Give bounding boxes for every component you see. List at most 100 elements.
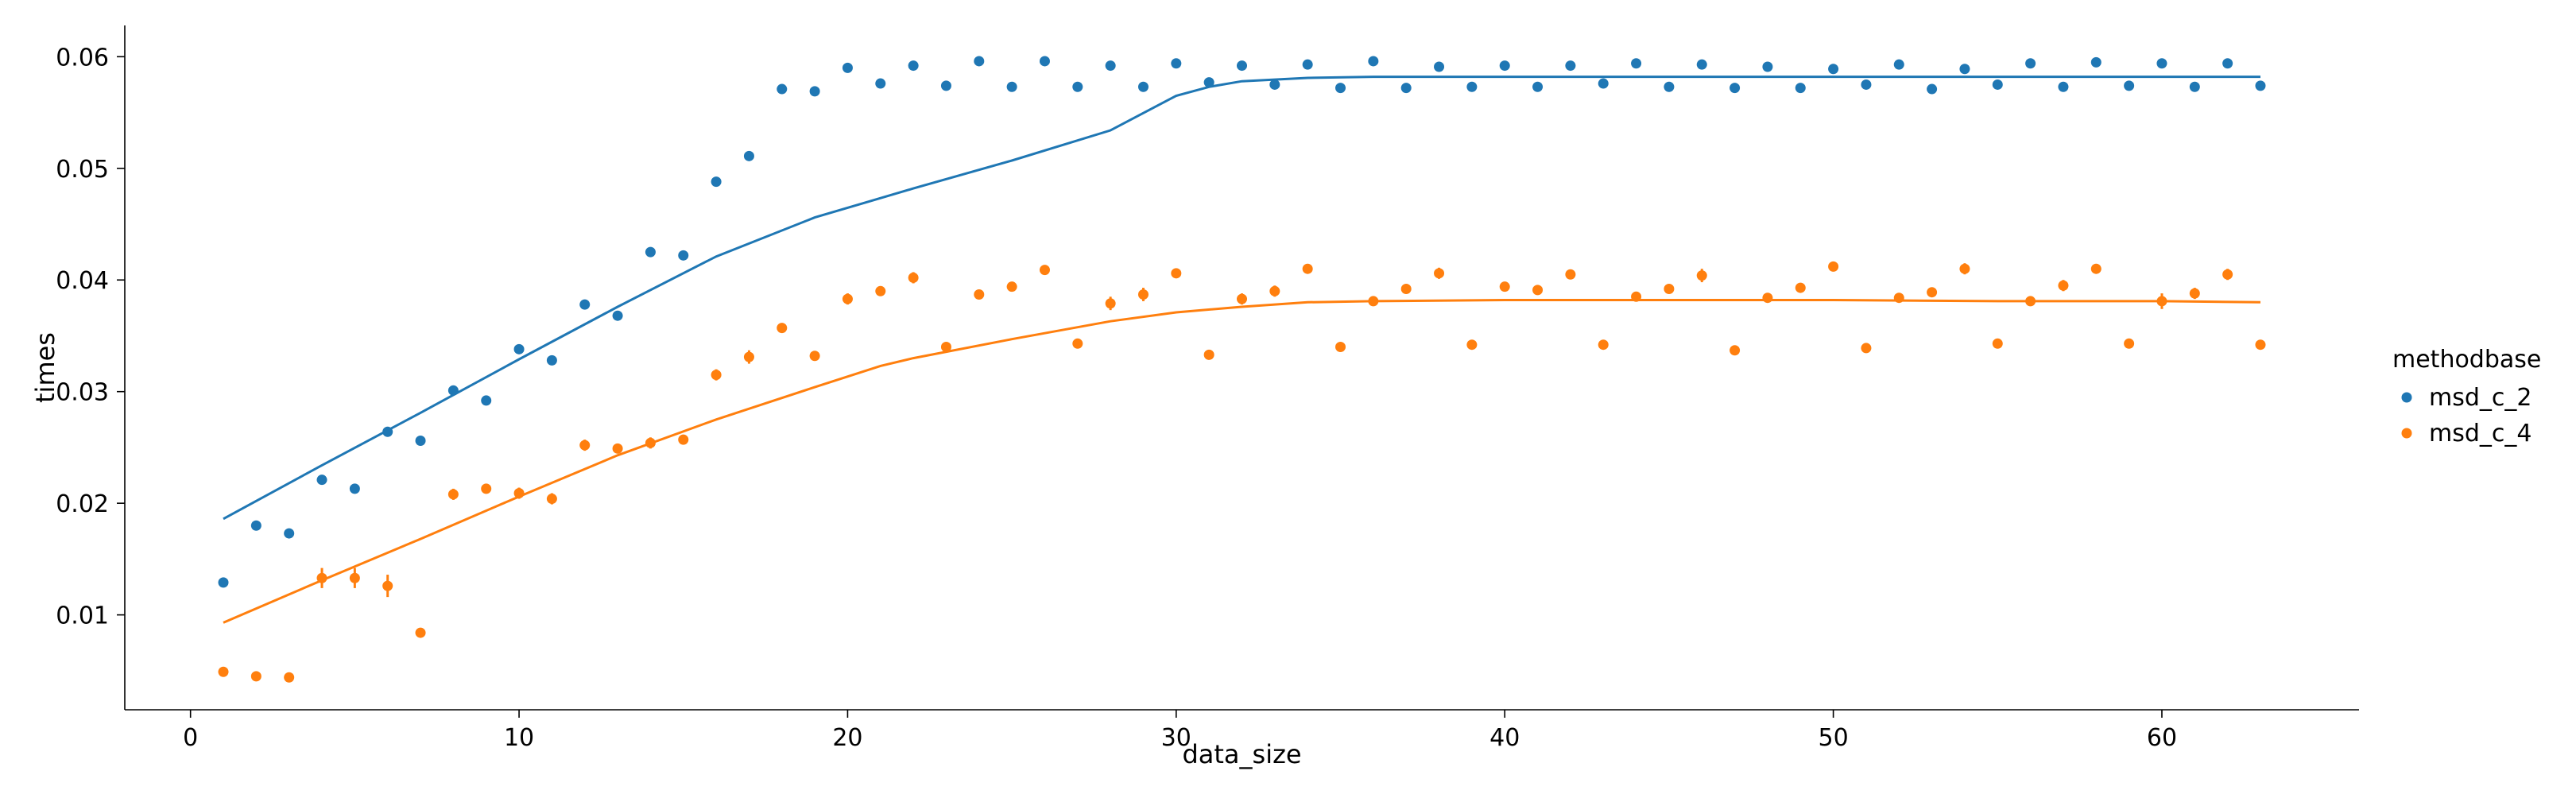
y-axis-label: times xyxy=(30,332,60,403)
data-point xyxy=(1171,58,1182,69)
data-point xyxy=(2222,269,2233,280)
data-point xyxy=(349,572,360,583)
data-point xyxy=(1072,338,1083,349)
axes: 0 10 20 30 40 50 60 0.01 0.02 0.03 0.04 0.05 0.06 xyxy=(56,25,2359,752)
data-point xyxy=(579,440,591,451)
data-point xyxy=(415,435,426,446)
x-tick-label: 20 xyxy=(832,724,862,752)
data-point xyxy=(1137,289,1149,300)
data-point xyxy=(711,370,722,381)
data-points xyxy=(218,56,2266,683)
data-point xyxy=(1992,79,2003,90)
data-point xyxy=(875,285,886,296)
series-msd_c_4 xyxy=(218,261,2266,683)
data-point xyxy=(382,580,393,591)
data-point xyxy=(1696,270,1707,281)
data-point xyxy=(1959,263,1970,274)
y-tick-label: 0.02 xyxy=(56,490,109,518)
data-point xyxy=(2025,296,2036,307)
data-point xyxy=(2124,338,2135,349)
data-point xyxy=(1565,269,1576,280)
data-point xyxy=(2090,263,2101,274)
data-point xyxy=(1335,342,1346,353)
data-point xyxy=(1237,60,1247,72)
data-point xyxy=(316,572,327,583)
y-tick-label: 0.05 xyxy=(56,156,109,184)
data-point xyxy=(2090,56,2101,68)
data-point xyxy=(1171,268,1182,279)
data-point xyxy=(1203,77,1214,88)
data-point xyxy=(1499,281,1510,292)
data-point xyxy=(513,488,525,499)
x-tick-label: 50 xyxy=(1818,724,1848,752)
data-point xyxy=(481,483,492,494)
data-point xyxy=(1631,58,1642,69)
x-tick-label: 40 xyxy=(1489,724,1520,752)
data-point xyxy=(974,56,985,67)
data-point xyxy=(1237,293,1247,304)
data-point xyxy=(612,310,623,321)
data-point xyxy=(1335,83,1346,94)
data-point xyxy=(711,176,722,188)
fit-line-msd_c_4 xyxy=(223,299,2261,624)
legend-label-msd_c_4: msd_c_4 xyxy=(2429,420,2531,447)
data-point xyxy=(1762,292,1773,304)
legend-marker-msd_c_4 xyxy=(2401,428,2412,439)
data-point xyxy=(1828,64,1839,75)
data-point xyxy=(1795,282,1806,293)
data-point xyxy=(743,150,754,161)
data-point xyxy=(2189,81,2200,92)
data-point xyxy=(875,78,886,89)
data-point xyxy=(579,299,591,310)
data-point xyxy=(612,443,623,454)
data-point xyxy=(250,520,261,531)
data-point xyxy=(2222,58,2233,69)
data-point xyxy=(777,83,788,95)
data-point xyxy=(1203,349,1214,360)
data-point xyxy=(513,343,525,354)
data-point xyxy=(1861,79,1872,90)
data-point xyxy=(250,671,261,682)
data-point xyxy=(777,323,788,334)
data-point xyxy=(2058,280,2069,291)
data-point xyxy=(940,80,951,91)
data-point xyxy=(316,475,327,486)
data-point xyxy=(1532,285,1544,296)
data-point xyxy=(678,250,689,261)
data-point xyxy=(2156,58,2167,69)
data-point xyxy=(678,434,689,445)
data-point xyxy=(284,528,295,539)
data-point xyxy=(1434,268,1445,279)
data-point xyxy=(1006,81,1017,92)
data-point xyxy=(1269,285,1280,296)
data-point xyxy=(284,672,295,683)
data-point xyxy=(842,293,853,304)
data-point xyxy=(2058,81,2069,92)
data-point xyxy=(2255,80,2266,91)
data-point xyxy=(218,666,229,677)
data-point xyxy=(1664,283,1675,294)
y-tick-label: 0.03 xyxy=(56,379,109,407)
data-point xyxy=(645,246,656,258)
data-point xyxy=(1039,265,1050,276)
data-point xyxy=(1105,298,1116,309)
data-point xyxy=(1400,283,1412,294)
data-point xyxy=(1137,81,1149,92)
data-point xyxy=(1959,64,1970,75)
x-tick-label: 30 xyxy=(1161,724,1191,752)
data-point xyxy=(1532,81,1544,92)
data-point xyxy=(2255,339,2266,351)
data-point xyxy=(1368,56,1379,67)
data-point xyxy=(1269,79,1280,90)
data-point xyxy=(908,272,919,283)
legend-title: methodbase xyxy=(2392,346,2541,374)
data-point xyxy=(1861,343,1872,354)
y-tick-label: 0.01 xyxy=(56,602,109,630)
legend-label-msd_c_2: msd_c_2 xyxy=(2429,384,2531,412)
data-point xyxy=(842,62,853,73)
data-point xyxy=(1072,81,1083,92)
data-point xyxy=(1730,345,1741,356)
data-point xyxy=(447,385,459,396)
data-point xyxy=(1302,263,1313,274)
